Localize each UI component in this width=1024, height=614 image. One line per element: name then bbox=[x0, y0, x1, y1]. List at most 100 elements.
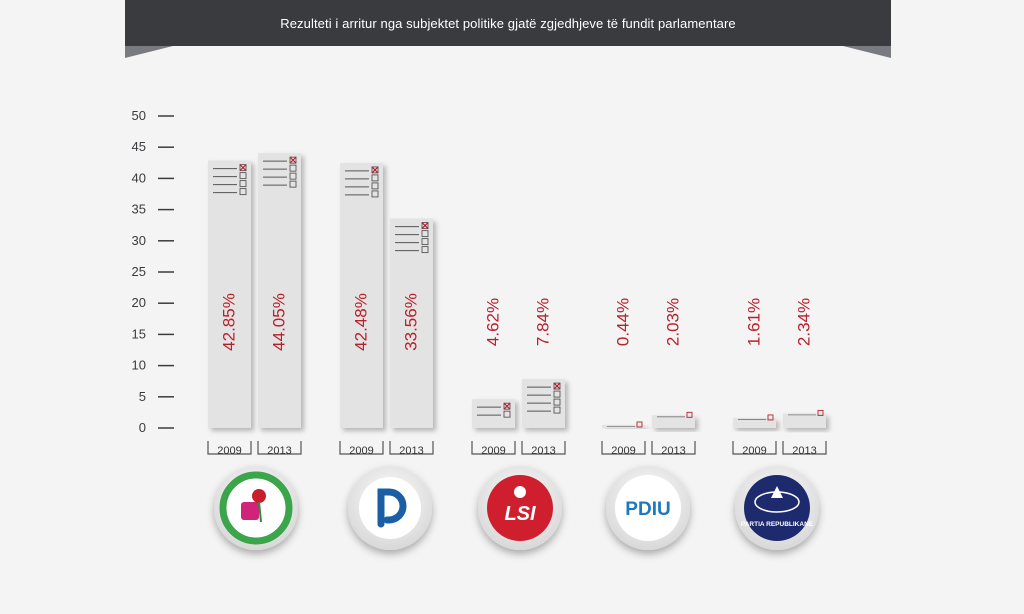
bar-pr-2013: 2.34% bbox=[783, 298, 826, 428]
party-group-lsi: 4.62% 2009 7.84% 2013 LSI bbox=[471, 298, 566, 550]
bar bbox=[733, 417, 776, 428]
pd-logo-mark bbox=[377, 488, 407, 528]
lsi-logo-bg bbox=[487, 475, 553, 541]
ballot-check-mark bbox=[503, 402, 511, 410]
ballot-check-mark bbox=[239, 164, 247, 172]
value-label: 42.48% bbox=[352, 293, 371, 351]
value-label: 44.05% bbox=[270, 293, 289, 351]
party-group-pdiu: 0.44% 2009 2.03% 2013 PDIU bbox=[601, 298, 696, 550]
ballot-checkbox bbox=[239, 164, 247, 172]
eagle-icon bbox=[771, 486, 783, 498]
y-tick-label: 50 bbox=[132, 108, 146, 123]
title-ribbon: Rezulteti i arritur nga subjektet politi… bbox=[125, 0, 891, 46]
y-axis: 0 5 10 15 20 25 30 35 40 45 50 bbox=[132, 108, 174, 435]
bar-pd-2013: 33.56% bbox=[390, 218, 433, 428]
year-text: 2013 bbox=[399, 445, 423, 457]
ballot-checkbox bbox=[289, 156, 297, 164]
ballot-checkbox bbox=[289, 180, 297, 188]
ballot-checkbox bbox=[371, 182, 379, 190]
bar bbox=[208, 160, 251, 428]
year-text: 2013 bbox=[267, 445, 291, 457]
year-bracket bbox=[339, 441, 384, 455]
y-tick-label: 10 bbox=[132, 358, 146, 373]
year-bracket bbox=[782, 441, 827, 455]
year-label-2009: 2009 bbox=[732, 441, 777, 457]
ballot-checkbox bbox=[421, 230, 429, 238]
year-label-2009: 2009 bbox=[471, 441, 516, 457]
y-tick-label: 25 bbox=[132, 264, 146, 279]
fist-icon bbox=[241, 502, 259, 520]
ballot-check-mark bbox=[553, 382, 561, 390]
year-label-2013: 2013 bbox=[257, 441, 302, 457]
bar bbox=[783, 413, 826, 428]
year-bracket bbox=[732, 441, 777, 455]
ballot-checkbox bbox=[817, 409, 824, 416]
bar-pdiu-2009: 0.44% bbox=[602, 298, 645, 428]
value-label: 4.62% bbox=[484, 298, 503, 346]
pr-logo-bg bbox=[744, 475, 810, 541]
year-text: 2013 bbox=[531, 445, 555, 457]
ballot-checkbox bbox=[553, 382, 561, 390]
lsi-rose-icon bbox=[514, 486, 526, 498]
ballot-checkbox bbox=[503, 410, 511, 418]
year-bracket bbox=[207, 441, 252, 455]
bar-ps-2013: 44.05% bbox=[258, 153, 301, 429]
year-bracket bbox=[471, 441, 516, 455]
year-bracket bbox=[651, 441, 696, 455]
year-bracket bbox=[521, 441, 566, 455]
ribbon-fold-right bbox=[843, 46, 891, 58]
value-label: 1.61% bbox=[745, 298, 764, 346]
pdiu-logo-text: PDIU bbox=[625, 499, 670, 520]
ballot-checkbox bbox=[289, 172, 297, 180]
year-label-2009: 2009 bbox=[601, 441, 646, 457]
ballot-checkbox bbox=[371, 190, 379, 198]
ps-rose-fist-logo bbox=[214, 466, 298, 550]
y-tick-label: 35 bbox=[132, 202, 146, 217]
ballot-checkbox bbox=[289, 164, 297, 172]
year-label-2013: 2013 bbox=[782, 441, 827, 457]
ballot-checkbox bbox=[421, 238, 429, 246]
ballot-checkbox bbox=[767, 414, 774, 421]
bar bbox=[652, 415, 695, 428]
year-text: 2013 bbox=[792, 445, 816, 457]
year-label-2009: 2009 bbox=[207, 441, 252, 457]
value-label: 33.56% bbox=[402, 293, 421, 351]
ballot-checkbox bbox=[239, 188, 247, 196]
bar-pr-2009: 1.61% bbox=[733, 298, 776, 428]
ballot-checkbox bbox=[421, 222, 429, 230]
ballot-check-mark bbox=[289, 156, 297, 164]
lsi-rose-logo: LSI bbox=[478, 466, 562, 550]
year-text: 2009 bbox=[742, 445, 766, 457]
value-label: 7.84% bbox=[534, 298, 553, 346]
rose-stem bbox=[258, 501, 262, 523]
bar bbox=[258, 153, 301, 429]
pdiu-logo: PDIU bbox=[606, 466, 690, 550]
ballot-checkbox bbox=[553, 398, 561, 406]
ballot-check-mark bbox=[371, 166, 379, 174]
pd-logo bbox=[348, 466, 432, 550]
value-label: 0.44% bbox=[614, 298, 633, 346]
year-bracket bbox=[389, 441, 434, 455]
pr-eagle-logo: PARTIA REPUBLIKANE bbox=[735, 466, 819, 550]
party-group-ps: 42.85% 2009 44.05% 2013 bbox=[207, 153, 302, 550]
ballot-checkbox bbox=[371, 174, 379, 182]
bar-pd-2009: 42.48% bbox=[340, 162, 383, 428]
value-label: 42.85% bbox=[220, 293, 239, 351]
chart-title: Rezulteti i arritur nga subjektet politi… bbox=[280, 15, 736, 31]
y-tick-label: 45 bbox=[132, 139, 146, 154]
ballot-checkbox bbox=[239, 180, 247, 188]
lsi-logo-text: LSI bbox=[504, 503, 536, 525]
ballot-checkbox bbox=[636, 421, 643, 428]
ballot-checkbox bbox=[553, 390, 561, 398]
year-text: 2009 bbox=[217, 445, 241, 457]
y-tick-label: 15 bbox=[132, 326, 146, 341]
ballot-checkbox bbox=[686, 411, 693, 418]
pd-logo-bg bbox=[359, 477, 421, 539]
pr-logo-text: PARTIA REPUBLIKANE bbox=[741, 521, 814, 528]
bar-lsi-2009: 4.62% bbox=[472, 298, 515, 428]
year-label-2013: 2013 bbox=[389, 441, 434, 457]
value-label: 2.34% bbox=[795, 298, 814, 346]
bar bbox=[390, 218, 433, 428]
year-bracket bbox=[257, 441, 302, 455]
